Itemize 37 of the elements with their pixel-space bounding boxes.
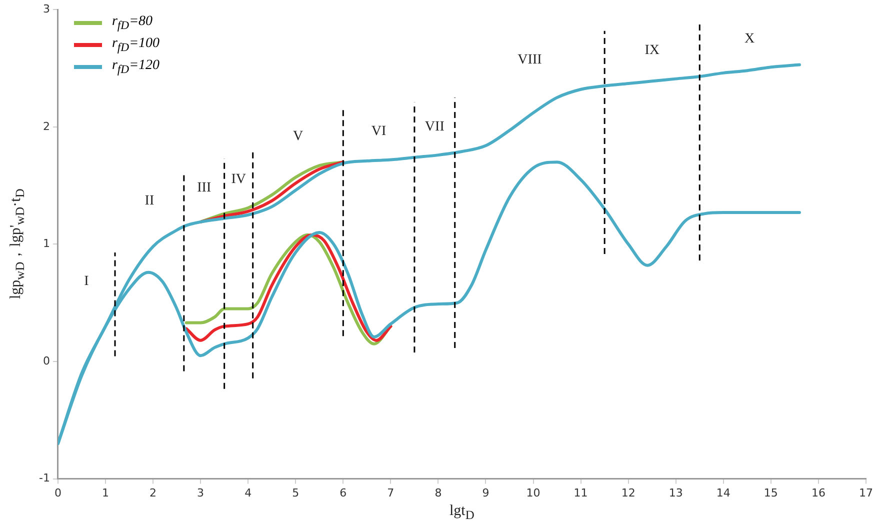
annotation: X — [744, 31, 755, 46]
annotation: IX — [644, 43, 660, 58]
legend-label: r$_{fD}$=100 — [112, 36, 160, 54]
annotation: V — [292, 128, 304, 144]
x-tick-label: 14 — [716, 486, 730, 500]
y-tick-label: 3 — [42, 2, 50, 16]
x-tick-label: 6 — [340, 486, 347, 500]
x-tick-label: 0 — [54, 486, 62, 500]
x-tick-label: 1 — [102, 486, 109, 500]
x-tick-label: 10 — [526, 486, 540, 500]
x-tick-label: 15 — [764, 486, 778, 500]
x-tick-label: 3 — [197, 486, 204, 500]
x-tick-label: 13 — [668, 486, 683, 500]
x-tick-label: 17 — [859, 486, 873, 500]
y-tick-label: -1 — [39, 472, 50, 485]
annotation: II — [144, 193, 154, 208]
y-tick-label: 0 — [42, 354, 50, 368]
legend-label: r$_{fD}$=80 — [112, 14, 153, 32]
y-tick-label: 2 — [42, 120, 50, 133]
legend-label: r$_{fD}$=120 — [112, 58, 160, 76]
annotation: III — [197, 180, 212, 196]
x-tick-label: 16 — [811, 486, 826, 500]
y-tick-label: 1 — [42, 237, 50, 250]
annotation: I — [84, 274, 90, 290]
x-axis-title: lgt$_{D}$ — [449, 502, 474, 523]
x-tick-label: 5 — [292, 486, 300, 500]
x-tick-label: 12 — [621, 486, 636, 500]
annotation: IV — [231, 172, 246, 187]
annotation: VIII — [518, 52, 542, 68]
x-tick-label: 8 — [434, 486, 442, 500]
x-tick-label: 11 — [574, 486, 588, 500]
x-tick-label: 2 — [150, 486, 157, 500]
annotation: VII — [424, 119, 445, 134]
x-tick-label: 7 — [387, 486, 394, 500]
annotation: VI — [371, 124, 387, 140]
x-tick-label: 4 — [244, 486, 252, 500]
x-tick-label: 9 — [482, 486, 490, 500]
